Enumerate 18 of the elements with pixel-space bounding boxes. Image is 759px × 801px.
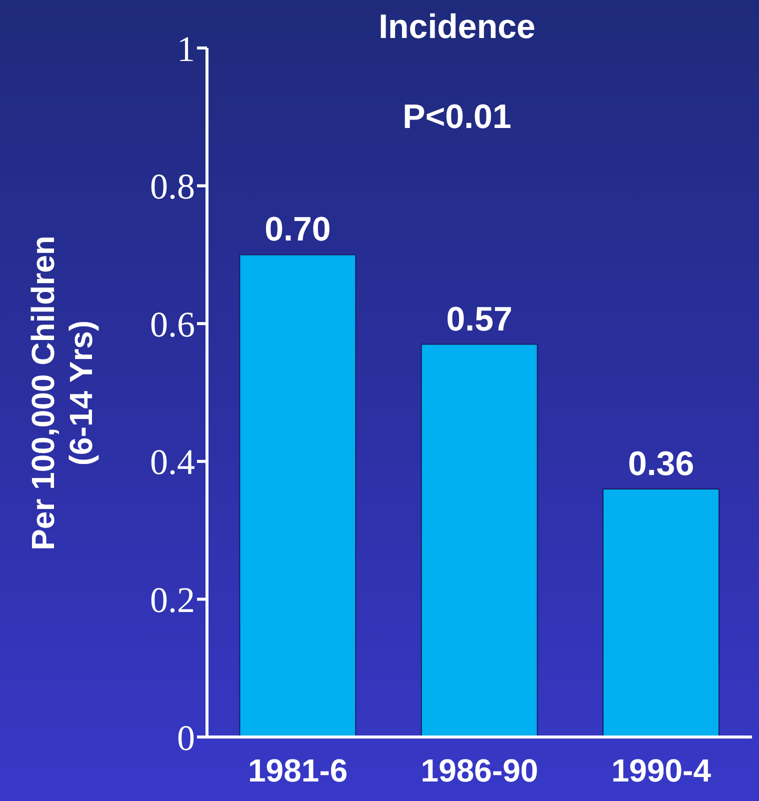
data-label: 0.36 [628, 444, 694, 483]
y-tick-label: 0 [177, 718, 195, 758]
y-tick-label: 0.2 [150, 580, 195, 620]
bar [420, 344, 538, 737]
y-tick-label: 1 [177, 28, 195, 69]
data-label: 0.70 [264, 210, 331, 249]
bar [602, 488, 720, 737]
y-tick-label: 0.8 [150, 166, 195, 207]
annotation: P<0.01 [402, 98, 512, 137]
x-tick-label: 1990-4 [611, 752, 712, 789]
bar [239, 254, 356, 737]
x-tick-label: 1986-90 [420, 752, 538, 789]
y-tick-label: 0.6 [150, 304, 195, 344]
x-tick-label: 1981-6 [248, 752, 348, 789]
y-tick-label: 0.4 [150, 442, 195, 482]
chart-title: Incidence [378, 8, 536, 47]
data-label: 0.57 [446, 300, 512, 338]
y-axis-title: Per 100,000 Children (6-14 Yrs) [24, 236, 100, 550]
